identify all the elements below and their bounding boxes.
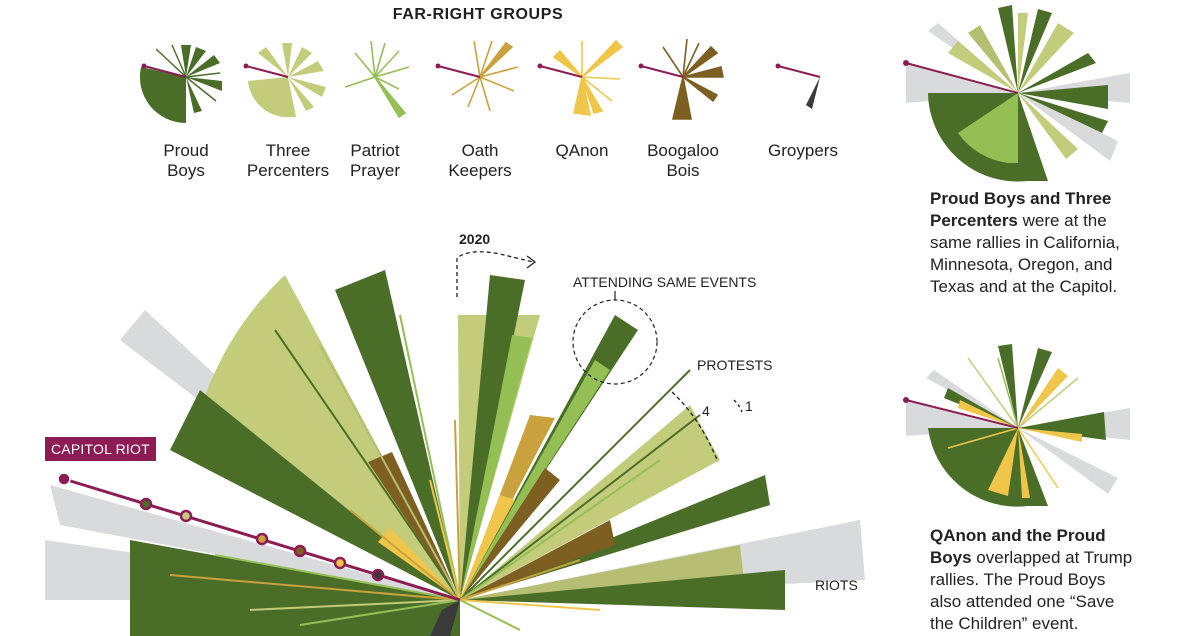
legend-label-line1: Groypers (768, 141, 838, 160)
qanon-wedge-mid (460, 495, 515, 600)
riots-label: RIOTS (815, 577, 858, 593)
legend-proud-boys: Proud Boys (131, 32, 241, 181)
proud-boys-mini-radial (139, 44, 222, 124)
note-proud-boys-three-percenters: Proud Boys and Three Percenters were at … (930, 188, 1130, 298)
three-percenters-wedge-protest (460, 405, 720, 600)
legend-label-line1: Patriot (350, 141, 400, 160)
legend-label-line2: Boys (167, 161, 205, 180)
legend-label-line2: Keepers (448, 161, 512, 180)
capitol-dot-three-percenters (179, 509, 193, 523)
legend-label-line1: Three (265, 141, 311, 160)
scale-4-label: 4 (702, 403, 710, 419)
capitol-riot-label: CAPITOL RIOT (45, 437, 156, 461)
oath-keepers-mini-radial (435, 40, 519, 112)
note2-rest: overlapped at Trump rallies. The Proud B… (930, 548, 1133, 633)
legend-label-line1: QAnon (555, 141, 609, 160)
legend-label-line2: Percenters (246, 161, 330, 180)
patriot-prayer-mini-radial (344, 40, 410, 119)
legend-label-line2: Prayer (349, 161, 401, 180)
side-radial-pb-tp (903, 5, 1130, 182)
capitol-dot-groypers (371, 568, 385, 582)
protests-label: PROTESTS (697, 357, 773, 373)
three-percenters-wedge-left (190, 275, 460, 600)
attending-same-events-label: ATTENDING SAME EVENTS (573, 274, 757, 290)
patriot-prayer-wedge-2 (460, 360, 610, 600)
three-percenters-mini-radial (243, 43, 326, 117)
boogaloo-wedge-mid (460, 468, 560, 600)
qanon-mini-radial (537, 39, 624, 116)
capitol-dot-oath-keepers (255, 532, 269, 546)
note1-bold: Proud Boys and Three Percenters (930, 189, 1112, 230)
legend-boogaloo-bois: Boogaloo Bois (628, 32, 738, 181)
boogaloo-mini-radial (638, 38, 724, 120)
scale-1-label: 1 (745, 398, 753, 414)
capitol-dot-boogaloo (293, 544, 307, 558)
legend-qanon: QAnon (527, 32, 637, 161)
legend-patriot-prayer: Patriot Prayer (320, 32, 430, 181)
proud-boys-wedge-right (460, 570, 785, 610)
capitol-dot-qanon (333, 556, 347, 570)
legend-label-line1: Proud (163, 141, 209, 160)
legend-three-percenters: Three Percenters (233, 32, 343, 181)
year-label: 2020 (459, 231, 491, 247)
note2-bold: QAnon and the Proud Boys (930, 526, 1106, 567)
boogaloo-wedge-left (368, 452, 460, 600)
main-radial-diagram: RIOTS (45, 251, 865, 636)
legend-title: FAR-RIGHT GROUPS (392, 6, 564, 23)
riot-wedge-capitol (50, 485, 460, 600)
legend-label-line1: Boogaloo (647, 141, 719, 160)
proud-boys-wedge-upper (335, 270, 460, 600)
groypers-wedge (430, 600, 460, 636)
legend-oath-keepers: Oath Keepers (425, 32, 535, 181)
capitol-riot-dot (57, 472, 71, 486)
groypers-mini-radial (775, 63, 821, 109)
scale-bracket-1 (733, 399, 743, 413)
patriot-prayer-wedge (460, 335, 532, 600)
legend-label-line2: Bois (666, 161, 700, 180)
legend-label-line1: Oath (461, 141, 499, 160)
capitol-dot-proud-boys (139, 497, 153, 511)
boogaloo-wedge-right (460, 520, 615, 600)
year-arrow-head (526, 255, 537, 269)
note1-rest: were at the same rallies in California, … (930, 211, 1120, 296)
side-radial-qanon-pb (903, 344, 1130, 507)
year-bracket (456, 251, 534, 297)
legend-groypers: Groypers (748, 32, 858, 161)
scale-bracket-4 (671, 391, 719, 463)
note-qanon-proud-boys: QAnon and the Proud Boys overlapped at T… (930, 525, 1140, 635)
